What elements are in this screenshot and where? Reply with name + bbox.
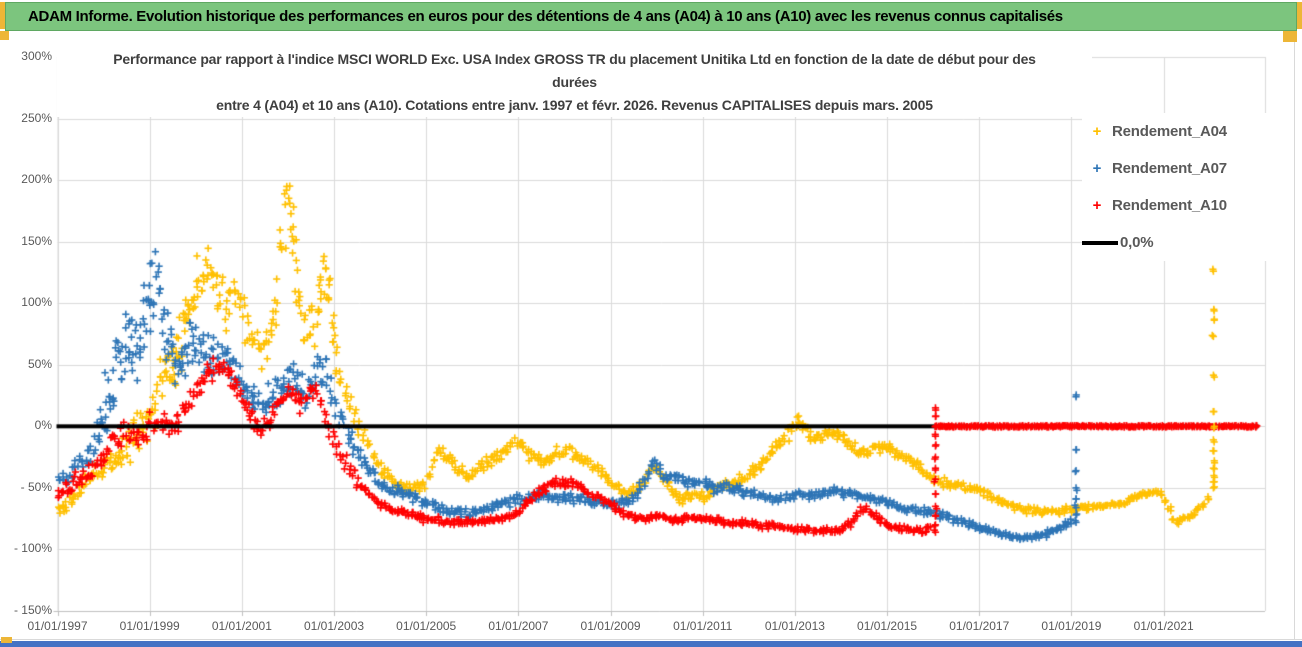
header-title: ADAM Informe. Evolution historique des p…: [28, 8, 1063, 25]
x-axis-tick-label: 01/01/2009: [580, 619, 641, 633]
x-axis-tick-label: 01/01/2021: [1133, 619, 1194, 633]
x-axis-tick-label: 01/01/2007: [488, 619, 549, 633]
x-axis-tick-label: 01/01/2019: [1041, 619, 1102, 633]
chart-legend: + Rendement_A04 + Rendement_A07 + Rendem…: [1082, 113, 1292, 261]
legend-label: Rendement_A07: [1112, 160, 1227, 177]
y-axis-tick-label: 300%: [21, 49, 52, 63]
x-axis-tick-label: 01/01/1999: [119, 619, 180, 633]
gold-corner-top-right: [1283, 31, 1297, 42]
gold-edge-right: [1297, 2, 1302, 29]
plus-marker-icon: +: [1092, 197, 1102, 214]
x-axis-tick-label: 01/01/2013: [764, 619, 825, 633]
chart-title-line-3: entre 4 (A04) et 10 ans (A10). Cotations…: [216, 97, 933, 113]
gold-edge-left: [0, 2, 5, 29]
zero-line-marker-icon: [1082, 240, 1118, 245]
x-axis-tick-label: 01/01/2005: [396, 619, 457, 633]
legend-label: 0,0%: [1120, 234, 1154, 251]
legend-item-rendement-a07: + Rendement_A07: [1082, 150, 1292, 187]
chart-title-line-1: Performance par rapport à l'indice MSCI …: [113, 51, 1036, 67]
y-axis-tick-label: 50%: [27, 356, 52, 371]
y-axis-tick-label: - 100%: [13, 541, 52, 556]
plus-marker-icon: +: [1092, 160, 1102, 177]
y-axis-tick-label: 0%: [34, 418, 52, 433]
legend-item-rendement-a10: + Rendement_A10: [1082, 187, 1292, 224]
y-axis-tick-label: 100%: [21, 295, 52, 310]
y-axis-tick-label: 200%: [21, 172, 52, 187]
y-axis-tick-label: 150%: [21, 233, 52, 248]
y-axis-tick-label: 250%: [21, 110, 52, 125]
x-axis-tick-label: 01/01/2015: [857, 619, 918, 633]
gold-corner-top-left: [0, 31, 9, 40]
header-banner: ADAM Informe. Evolution historique des p…: [5, 2, 1297, 31]
y-axis-tick-label: - 50%: [20, 479, 52, 494]
x-axis-tick-label: 01/01/2003: [303, 619, 365, 633]
x-axis-tick-label: 01/01/2011: [673, 619, 733, 633]
legend-item-zero-line: 0,0%: [1082, 224, 1292, 261]
chart-title-line-2: durées: [552, 74, 597, 90]
legend-label: Rendement_A10: [1112, 197, 1227, 214]
x-axis-tick-label: 01/01/2017: [949, 619, 1010, 633]
y-axis-tick-label: - 150%: [13, 603, 52, 617]
legend-item-rendement-a04: + Rendement_A04: [1082, 113, 1292, 150]
chart-title: Performance par rapport à l'indice MSCI …: [57, 48, 1092, 117]
plus-marker-icon: +: [1092, 123, 1102, 140]
gold-corner-bottom-left: [1, 637, 12, 643]
x-axis-tick-label: 01/01/1997: [27, 619, 88, 633]
bottom-blue-bar: [0, 641, 1302, 647]
legend-label: Rendement_A04: [1112, 123, 1227, 140]
chart-frame-right-border: [1294, 31, 1295, 640]
chart-frame-bottom-border: [0, 639, 1302, 640]
x-axis-tick-label: 01/01/2001: [211, 619, 272, 633]
